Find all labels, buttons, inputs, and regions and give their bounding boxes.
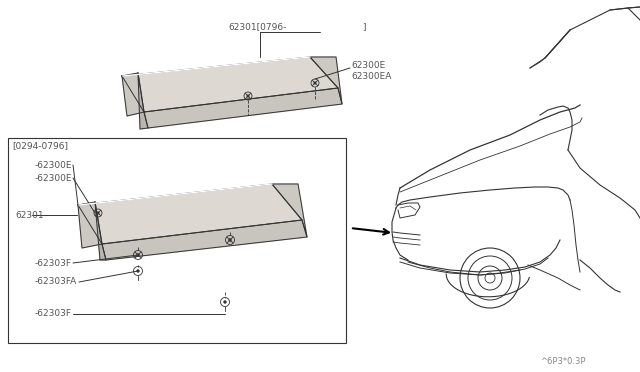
Circle shape — [137, 254, 140, 256]
Polygon shape — [95, 202, 106, 260]
Polygon shape — [78, 202, 102, 248]
Text: -62303FA: -62303FA — [35, 278, 77, 286]
Polygon shape — [144, 88, 342, 128]
Polygon shape — [78, 184, 302, 244]
Text: -62303F: -62303F — [35, 310, 72, 318]
Text: -62300E: -62300E — [35, 160, 72, 170]
Polygon shape — [122, 73, 144, 116]
Polygon shape — [102, 220, 307, 260]
Circle shape — [228, 239, 231, 241]
Text: 62300E: 62300E — [351, 61, 385, 70]
Text: 62301[0796-: 62301[0796- — [228, 22, 286, 32]
Polygon shape — [272, 184, 307, 237]
Polygon shape — [138, 73, 148, 129]
Circle shape — [247, 95, 249, 97]
Text: ]: ] — [362, 22, 365, 32]
Text: ^6P3*0.3P: ^6P3*0.3P — [540, 357, 586, 366]
Text: 62300EA: 62300EA — [351, 71, 392, 80]
Text: 62301: 62301 — [15, 211, 44, 219]
Circle shape — [314, 82, 316, 84]
Text: [0294-0796]: [0294-0796] — [12, 141, 68, 151]
Circle shape — [223, 301, 227, 303]
Text: -62300E: -62300E — [35, 173, 72, 183]
Polygon shape — [310, 57, 342, 104]
Circle shape — [97, 212, 99, 214]
Text: -62303F: -62303F — [35, 259, 72, 267]
Bar — [8, 138, 346, 343]
Circle shape — [137, 270, 140, 272]
Polygon shape — [122, 57, 338, 112]
